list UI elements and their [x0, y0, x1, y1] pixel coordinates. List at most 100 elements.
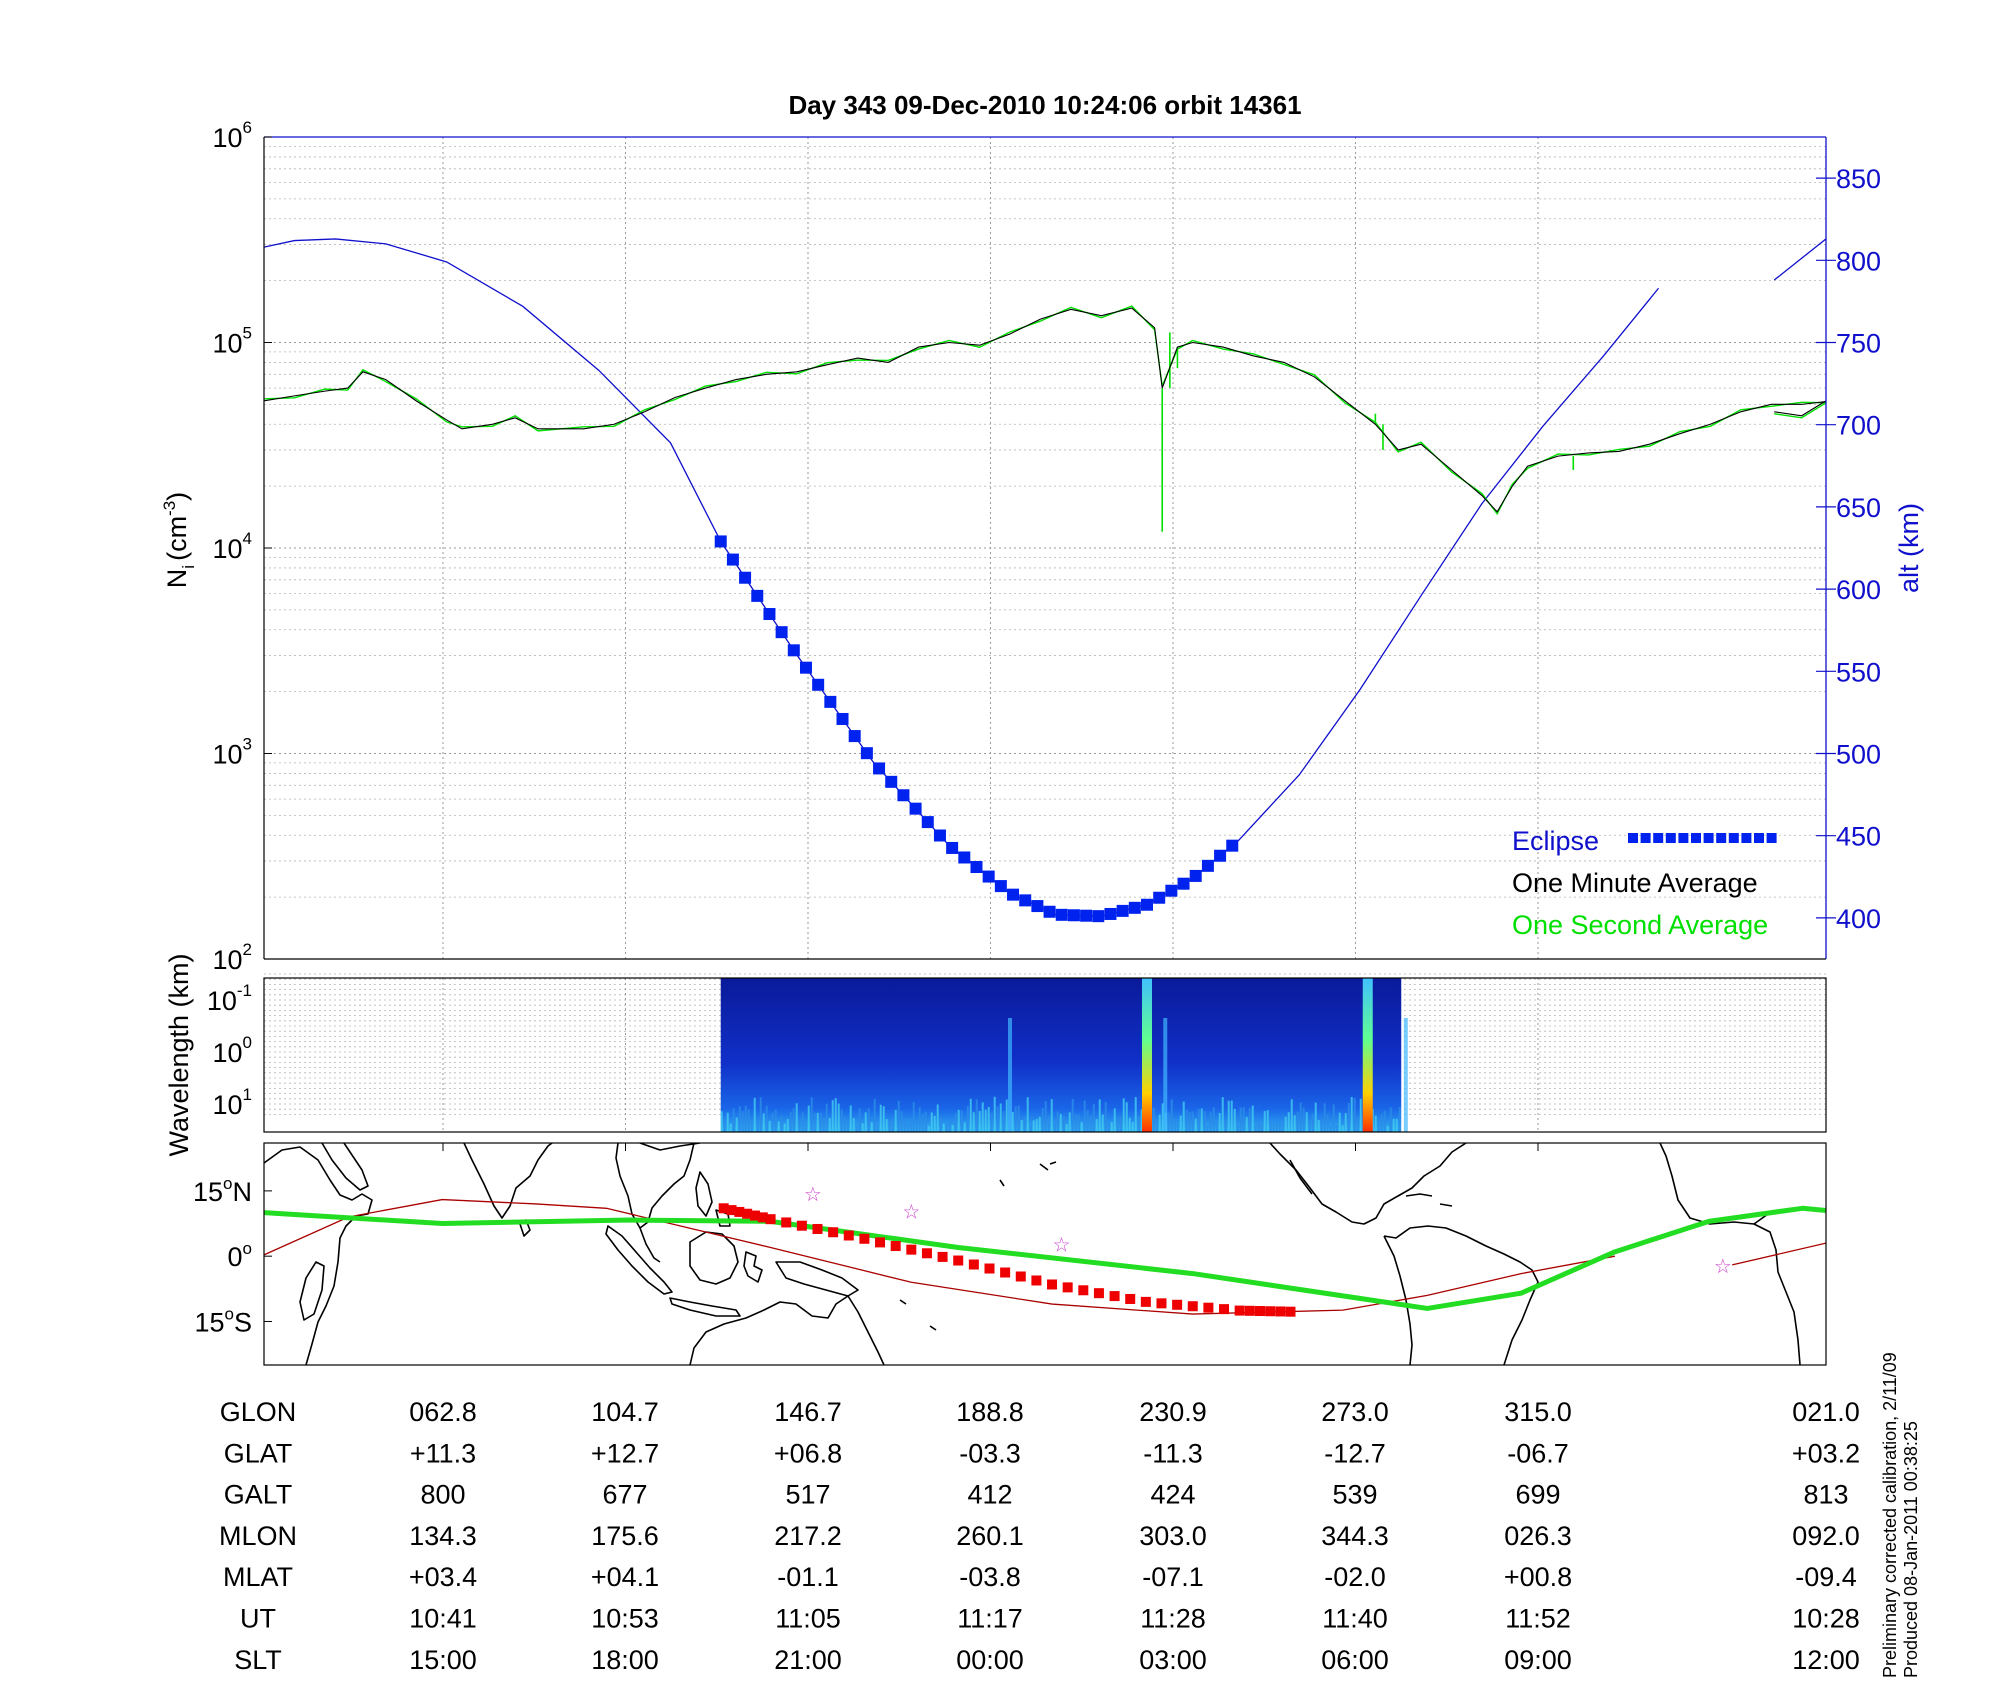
spectrogram-column	[987, 1106, 990, 1132]
spectrogram-column	[1158, 1114, 1161, 1132]
coast-madagascar	[299, 1261, 325, 1321]
spectrogram-column	[1212, 1107, 1215, 1132]
eclipse-marker	[824, 695, 837, 708]
table-cell: 104.7	[591, 1397, 659, 1427]
spectrogram-column	[750, 1120, 753, 1132]
table-cell: 344.3	[1321, 1521, 1389, 1551]
spectrogram-column	[747, 1109, 750, 1132]
eclipse-marker	[1067, 909, 1080, 922]
altitude-series-end	[1773, 238, 1826, 281]
map-y-ticks: 15oN 0o 15oS	[193, 1174, 272, 1337]
spectrogram-column	[930, 1112, 933, 1132]
map-frame	[263, 1142, 1827, 1366]
eclipse-marker	[946, 841, 959, 854]
spectrogram-column	[1026, 1097, 1029, 1132]
spectrogram-column	[735, 1117, 738, 1132]
map-y-tick-label: 0o	[228, 1239, 253, 1272]
eclipse-marker	[982, 870, 995, 883]
eclipse-marker	[1201, 859, 1214, 872]
right-tick-label: 450	[1836, 822, 1881, 852]
spectrogram-column	[1302, 1107, 1305, 1132]
altitude-series	[264, 238, 1660, 917]
eclipse-marker	[933, 829, 946, 842]
spectrogram-column	[1377, 1123, 1380, 1132]
spectrogram-column	[963, 1122, 966, 1132]
spectrogram-column	[1389, 1107, 1392, 1132]
spectrogram-column	[1374, 1115, 1377, 1132]
eclipse-marker	[836, 712, 849, 725]
spectrogram-column	[819, 1112, 822, 1132]
legend-eclipse-square	[1640, 833, 1651, 843]
eclipse-marker	[775, 626, 788, 639]
spectrogram-column	[903, 1117, 906, 1132]
table-cell: 10:53	[591, 1604, 659, 1634]
eclipse-marker	[739, 571, 752, 584]
spectrogram-column	[855, 1125, 858, 1132]
spectrogram-column	[753, 1097, 756, 1132]
spectrogram-column	[1296, 1112, 1299, 1132]
chart-title: Day 343 09-Dec-2010 10:24:06 orbit 14361	[788, 90, 1301, 120]
spectrogram-column	[1059, 1113, 1062, 1132]
one-minute-average-end	[1774, 400, 1826, 417]
eclipse-marker	[763, 608, 776, 621]
eclipse-track-marker	[1093, 1288, 1104, 1299]
eclipse-marker	[1116, 904, 1129, 917]
legend-eclipse-label: Eclipse	[1512, 826, 1599, 856]
spectrogram-column	[843, 1116, 846, 1132]
spectrogram-column	[1197, 1108, 1200, 1132]
spectrogram-column	[831, 1100, 834, 1132]
table-cell: 303.0	[1139, 1521, 1207, 1551]
eclipse-marker	[1055, 908, 1068, 921]
spectrogram-panel: 10-1 100 101 Wavelength (km)	[164, 953, 1827, 1157]
spectrogram-column	[792, 1107, 795, 1132]
one-minute-average-series	[264, 307, 1826, 513]
one-second-spikes	[1161, 332, 1575, 532]
spectrogram-column	[1014, 1106, 1017, 1132]
spectrogram-column	[870, 1122, 873, 1132]
table-cell: 11:28	[1140, 1604, 1206, 1634]
spectrogram-column	[1323, 1103, 1326, 1132]
table-cell: 699	[1515, 1480, 1560, 1510]
spectrogram-column	[975, 1099, 978, 1132]
coast-australia	[689, 1295, 885, 1365]
orbit-ground-track-end	[1732, 1242, 1826, 1266]
eclipse-marker	[1128, 901, 1141, 914]
ground-track-panel: ☆ ☆ ☆ ☆ 15oN 0o 15oS	[193, 1142, 1827, 1366]
spectrogram-column	[729, 1123, 732, 1132]
eclipse-marker	[1177, 877, 1190, 890]
spectrogram-column	[1200, 1108, 1203, 1132]
eclipse-marker	[1214, 849, 1227, 862]
table-cell: 146.7	[774, 1397, 842, 1427]
eclipse-marker	[799, 661, 812, 674]
calibration-note: Preliminary corrected calibration, 2/11/…	[1880, 1352, 1900, 1678]
spectrogram-column	[912, 1102, 915, 1132]
spectrogram-column	[1335, 1125, 1338, 1132]
spectrogram-column	[1356, 1116, 1359, 1132]
spectrogram-column	[1125, 1102, 1128, 1132]
spectrogram-column	[879, 1104, 882, 1132]
spectrogram-column	[1242, 1107, 1245, 1132]
spectrogram-column	[765, 1105, 768, 1132]
table-cell: 134.3	[409, 1521, 477, 1551]
spectrogram-column	[1107, 1123, 1110, 1132]
eclipse-track-marker	[1031, 1275, 1042, 1286]
legend-eclipse-square	[1628, 833, 1638, 843]
spectrogram-column	[1110, 1121, 1113, 1132]
row-label-galt: GALT	[224, 1480, 293, 1510]
eclipse-track-marker	[1125, 1293, 1136, 1304]
spectrogram-column	[900, 1111, 903, 1132]
spectrogram-column	[1053, 1123, 1056, 1132]
eclipse-track-marker	[1244, 1305, 1255, 1316]
spectrogram-column	[1062, 1116, 1065, 1132]
magnetic-equator-track	[264, 1205, 1826, 1311]
spectrogram-column	[921, 1113, 924, 1132]
eclipse-marker	[994, 880, 1007, 893]
table-cell: -11.3	[1143, 1438, 1203, 1468]
right-tick-label: 850	[1836, 164, 1881, 194]
table-cell: 15:00	[409, 1645, 477, 1675]
spectrogram-column	[882, 1106, 885, 1132]
eclipse-track-marker	[937, 1251, 948, 1262]
spectrogram-column	[939, 1117, 942, 1132]
eclipse-track-marker	[953, 1255, 964, 1266]
spectrogram-burst	[1403, 1018, 1408, 1132]
